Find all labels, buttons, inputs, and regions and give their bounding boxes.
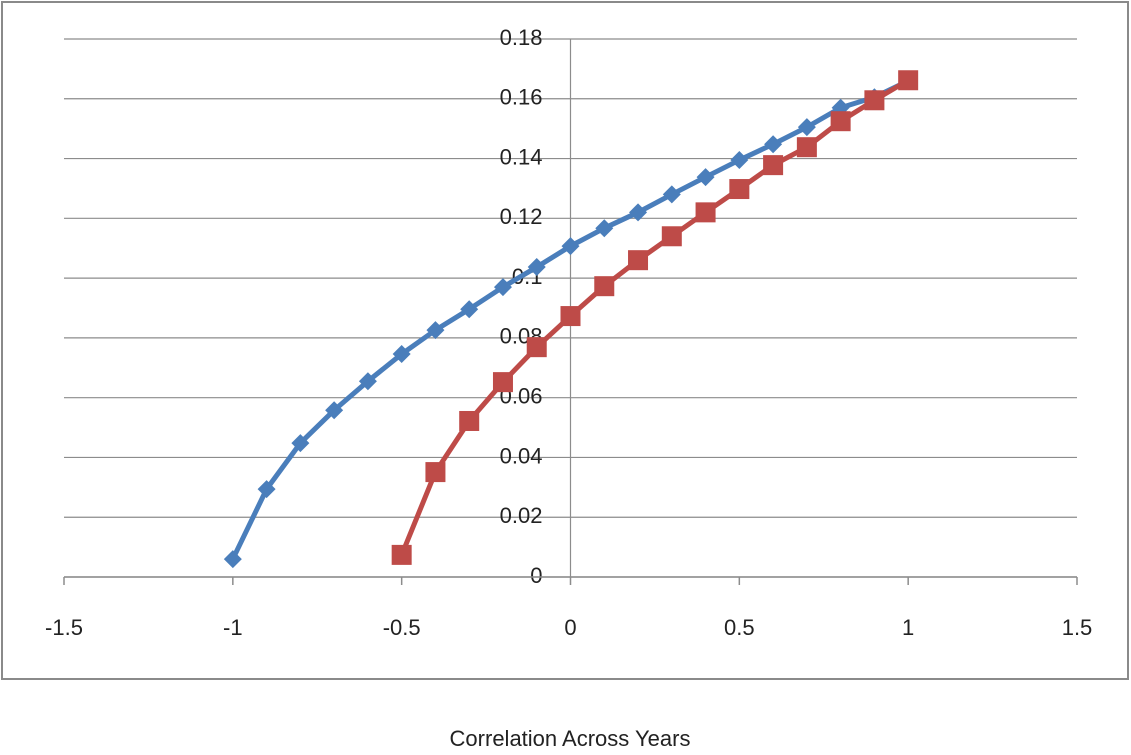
square-marker <box>492 372 513 393</box>
square-marker <box>391 544 412 565</box>
y-tick-label: 0 <box>530 563 542 588</box>
square-marker <box>594 276 615 297</box>
x-tick-label: -1.5 <box>45 615 83 640</box>
x-tick-label: 1 <box>902 615 914 640</box>
diamond-marker <box>358 372 377 391</box>
square-marker <box>830 111 851 132</box>
y-tick-label: 0.14 <box>500 144 543 169</box>
square-marker <box>763 155 784 176</box>
diamond-marker <box>426 321 445 340</box>
diamond-marker <box>493 278 512 297</box>
square-marker <box>729 179 750 200</box>
x-axis-title: Correlation Across Years <box>450 726 691 751</box>
x-tick-label: -0.5 <box>383 615 421 640</box>
square-marker <box>628 250 649 271</box>
diamond-marker <box>325 401 344 420</box>
diamond-marker <box>595 219 614 238</box>
diamond-marker <box>291 434 310 453</box>
y-tick-label: 0.02 <box>500 503 543 528</box>
square-marker <box>898 70 919 91</box>
square-marker <box>425 462 446 483</box>
y-tick-label: 0.12 <box>500 204 543 229</box>
x-tick-label: -1 <box>223 615 243 640</box>
square-marker <box>526 337 547 358</box>
diamond-marker <box>629 203 648 222</box>
square-marker <box>459 410 480 431</box>
square-marker <box>661 226 682 247</box>
diamond-marker <box>764 135 783 154</box>
diamond-marker <box>730 151 749 170</box>
diamond-marker <box>460 300 479 319</box>
x-tick-label: 1.5 <box>1062 615 1093 640</box>
square-marker <box>796 137 817 158</box>
series-line <box>399 78 910 556</box>
diamond-marker <box>257 480 276 499</box>
x-tick-label: 0.5 <box>724 615 755 640</box>
y-tick-label: 0.18 <box>500 25 543 50</box>
square-marker <box>560 306 581 327</box>
x-tick-label: 0 <box>564 615 576 640</box>
square-marker <box>864 90 885 111</box>
y-tick-label: 0.16 <box>500 85 543 110</box>
square-marker <box>695 202 716 223</box>
diamond-marker <box>662 185 681 204</box>
diamond-marker <box>527 258 546 277</box>
diamond-marker <box>696 168 715 187</box>
y-tick-label: 0.04 <box>500 443 543 468</box>
chart-border <box>1 1 1129 680</box>
diamond-marker <box>561 237 580 256</box>
diamond-marker <box>392 345 411 364</box>
diamond-marker <box>223 550 242 569</box>
diamond-marker <box>797 118 816 137</box>
